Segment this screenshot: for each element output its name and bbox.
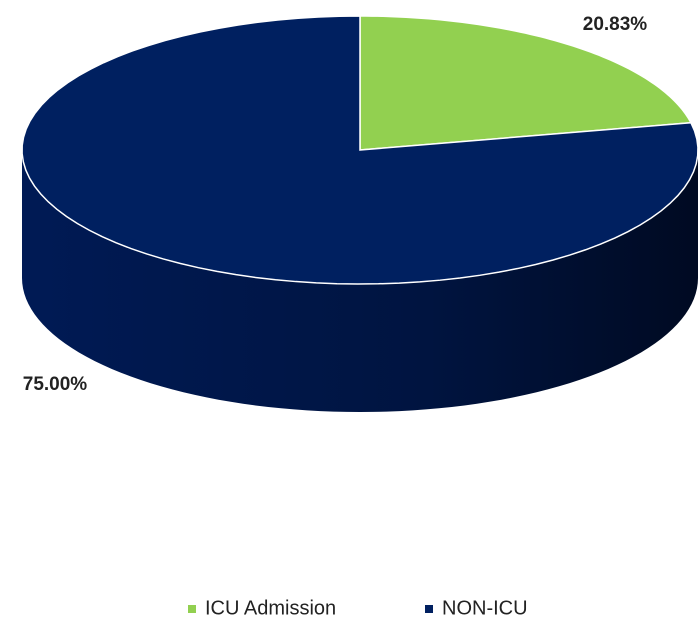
legend-swatch xyxy=(425,605,433,613)
pie xyxy=(21,15,699,412)
slice xyxy=(21,15,699,285)
slice-side xyxy=(22,150,698,412)
data-label: 20.83% xyxy=(583,14,648,35)
legend-swatch xyxy=(188,605,196,613)
data-label: 75.00% xyxy=(23,374,88,395)
legend-label: NON-ICU xyxy=(442,597,528,619)
slice xyxy=(359,15,693,151)
legend-label: ICU Admission xyxy=(205,597,336,619)
